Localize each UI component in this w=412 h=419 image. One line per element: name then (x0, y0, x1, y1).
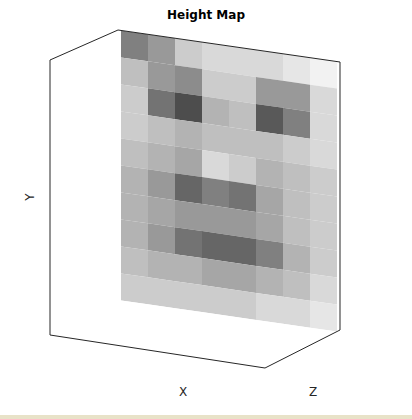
svg-text:Height Map: Height Map (167, 8, 245, 22)
svg-text:X: X (179, 385, 187, 399)
svg-text:Z: Z (309, 385, 317, 399)
svg-text:Y: Y (23, 193, 37, 202)
